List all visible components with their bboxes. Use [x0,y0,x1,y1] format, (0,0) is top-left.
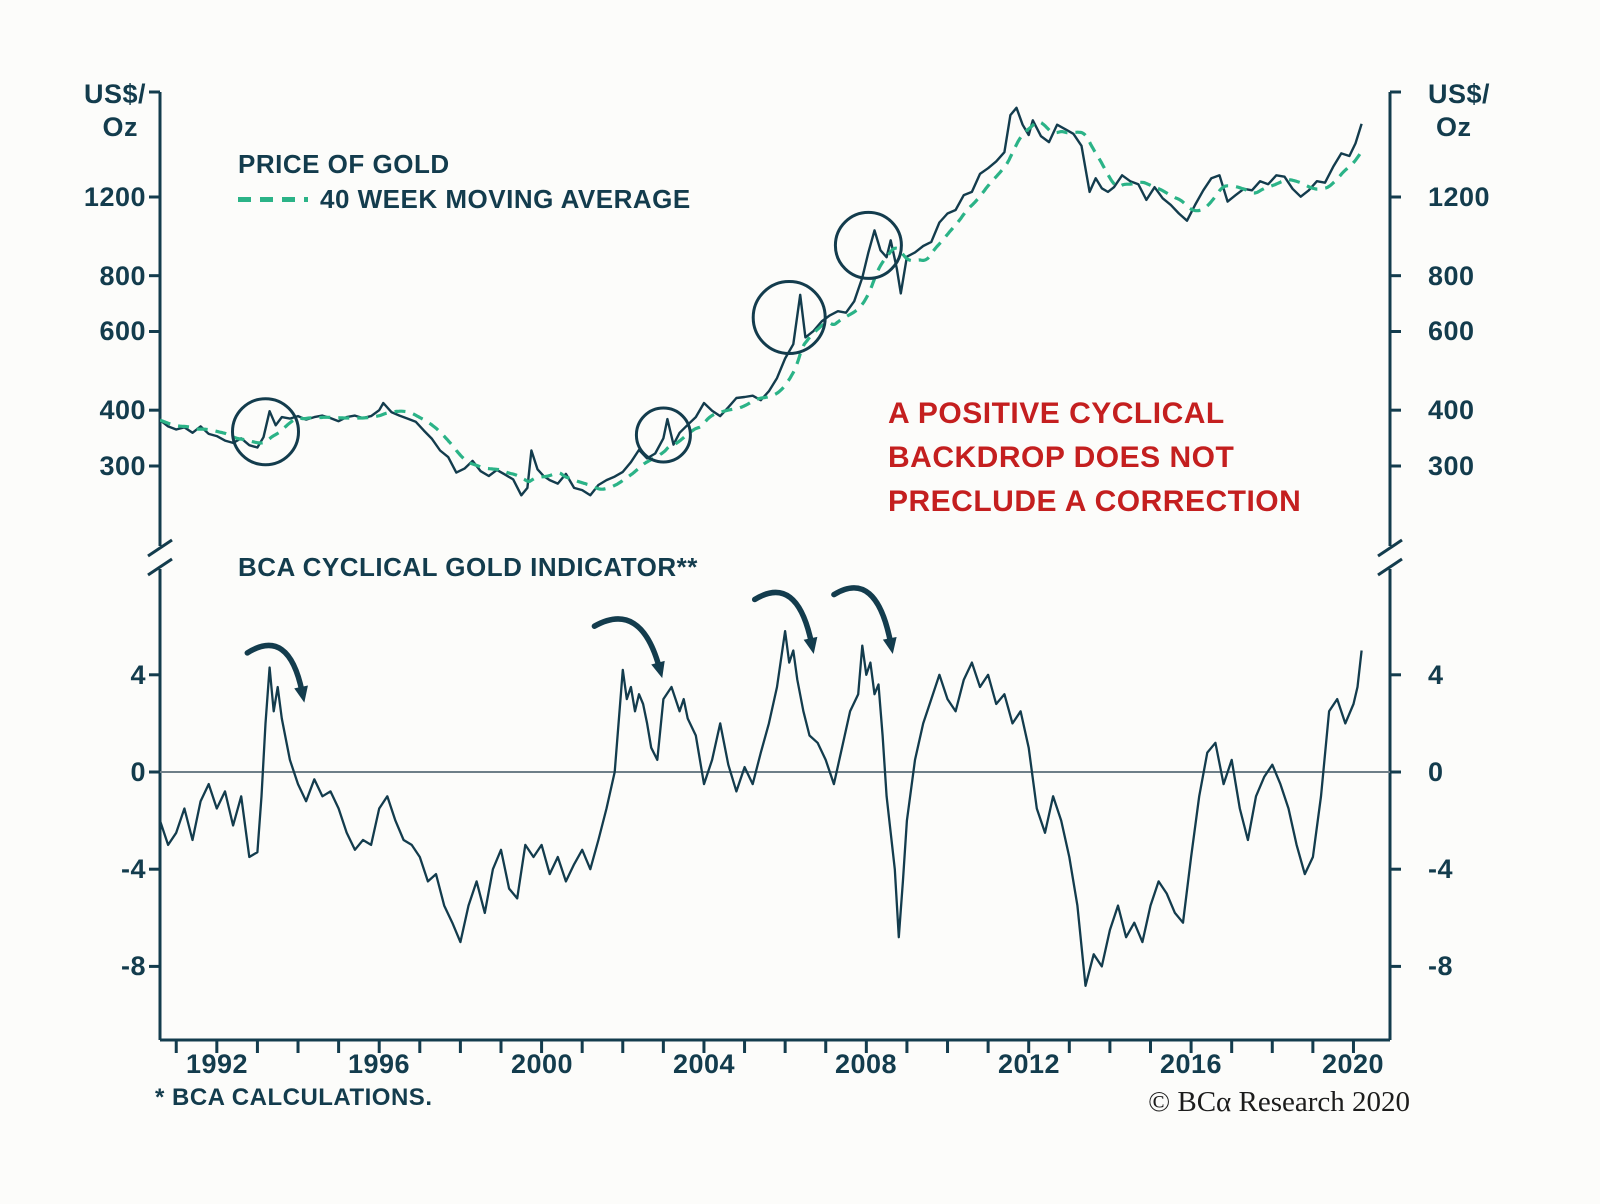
x-tick-label: 2020 [1321,1049,1385,1079]
legend-ma-row: 40 WEEK MOVING AVERAGE [238,183,691,215]
peak-arrow [244,642,308,703]
ma-line [160,120,1363,491]
y-tick-label-left: 1200 [83,182,146,212]
y-tick-label-right: 600 [1428,316,1475,346]
x-tick-label: 2004 [672,1049,736,1079]
legend-price-label: PRICE OF GOLD [238,149,450,179]
y-tick-label-left: 400 [99,395,146,425]
x-tick-label: 2012 [997,1049,1061,1079]
axis-break-mark [147,538,173,558]
legend-ma-label: 40 WEEK MOVING AVERAGE [320,184,691,214]
y-tick-label-left: -8 [120,951,146,981]
annotation-line: BACKDROP DOES NOT [888,441,1235,474]
x-tick-label: 2008 [834,1049,898,1079]
y-tick-label-left: -4 [120,854,146,884]
y-tick-label-right: 800 [1428,261,1475,291]
ma-line-sample [238,196,308,202]
y-axis-unit-right-line2: Oz [1436,112,1472,142]
axis-break-mark [1377,538,1403,558]
x-tick-label: 1996 [347,1049,411,1079]
y-tick-label-right: 400 [1428,395,1475,425]
peak-arrow [591,616,665,679]
copyright: © BCα Research 2020 [1148,1086,1410,1118]
y-tick-label-right: 0 [1428,757,1444,787]
y-axis-unit-left-line2: Oz [102,112,138,142]
axis-break-mark [1377,557,1403,577]
indicator-title: BCA CYCLICAL GOLD INDICATOR** [238,552,698,582]
highlight-circle [833,210,903,280]
x-tick-label: 2016 [1159,1049,1223,1079]
y-tick-label-right: 300 [1428,451,1475,481]
peak-arrow [831,585,897,654]
highlight-circle [634,406,692,464]
x-tick-label: 1992 [185,1049,249,1079]
annotation-line: PRECLUDE A CORRECTION [888,485,1302,518]
y-tick-label-right: 1200 [1428,182,1491,212]
indicator-line [160,629,1363,987]
highlight-circle [231,397,300,467]
footnote: * BCA CALCULATIONS. [155,1084,433,1111]
peak-arrow [751,589,818,654]
y-tick-label-right: 4 [1428,660,1444,690]
y-tick-label-right: -8 [1428,951,1454,981]
y-tick-label-left: 0 [130,757,146,787]
y-tick-label-right: -4 [1428,854,1454,884]
annotation-line: A POSITIVE CYCLICAL [888,397,1225,430]
axis-break-mark [147,557,173,577]
y-tick-label-left: 300 [99,451,146,481]
x-tick-label: 2000 [510,1049,574,1079]
y-axis-unit-right-line1: US$/ [1428,79,1491,109]
annotation-text: A POSITIVE CYCLICAL BACKDROP DOES NOT PR… [888,392,1301,524]
y-axis-unit-left-line1: US$/ [83,79,146,109]
y-tick-label-left: 800 [99,261,146,291]
y-tick-label-left: 4 [130,660,146,690]
highlight-circle [751,280,827,355]
y-tick-label-left: 600 [99,316,146,346]
